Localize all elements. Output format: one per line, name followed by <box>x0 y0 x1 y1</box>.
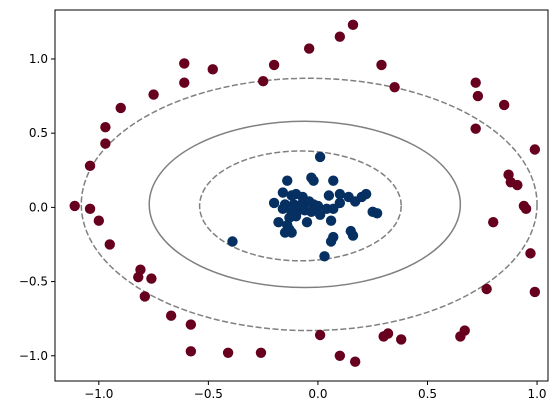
data-point-outer <box>389 81 400 93</box>
decision-contours <box>80 77 538 332</box>
data-point-inner <box>347 230 359 241</box>
data-point-outer <box>347 19 359 31</box>
contour-level-1 <box>198 150 402 262</box>
data-point-inner <box>371 208 383 219</box>
y-tick-label: −0.5 <box>19 275 48 289</box>
data-point-outer <box>148 89 159 100</box>
data-point-outer <box>498 99 510 111</box>
contour-level-neg1 <box>80 77 538 332</box>
data-points <box>69 19 541 367</box>
data-point-outer <box>512 179 523 191</box>
data-point-outer <box>529 144 541 155</box>
data-point-outer <box>255 347 267 359</box>
data-point-inner <box>277 187 289 198</box>
data-point-inner <box>334 197 346 209</box>
data-point-inner <box>349 196 361 207</box>
data-point-outer <box>378 331 389 342</box>
x-tick-label: 1.0 <box>527 387 546 401</box>
data-point-outer <box>165 310 177 321</box>
data-point-outer <box>207 64 218 75</box>
data-point-inner <box>314 151 326 163</box>
data-point-outer <box>376 59 387 71</box>
data-point-inner <box>325 236 337 247</box>
data-point-outer <box>472 90 484 102</box>
plot-frame <box>54 9 549 382</box>
contour-level-0 <box>148 120 462 289</box>
data-point-outer <box>268 59 280 71</box>
data-point-outer <box>179 58 190 69</box>
y-tick-label: 0.5 <box>29 126 48 140</box>
data-point-inner <box>308 175 319 186</box>
data-point-outer <box>185 319 197 330</box>
data-point-outer <box>455 331 466 342</box>
data-point-inner <box>334 188 346 200</box>
data-point-outer <box>84 160 96 172</box>
data-point-outer <box>529 286 541 298</box>
x-tick-label: 0.5 <box>418 387 437 401</box>
data-point-outer <box>303 43 315 54</box>
axes: −1.0 −0.5 0.0 0.5 1.0 −1.0 −0.5 0.0 0.5 1.0 <box>19 9 549 401</box>
data-point-outer <box>349 356 361 367</box>
data-point-inner <box>306 206 317 218</box>
data-point-outer <box>100 122 111 133</box>
data-point-outer <box>139 291 151 302</box>
data-point-inner <box>273 217 284 228</box>
data-point-inner <box>325 215 337 226</box>
y-tick-label: 0.0 <box>29 200 48 214</box>
data-point-inner <box>301 217 313 228</box>
data-point-outer <box>146 273 157 284</box>
data-point-outer <box>100 138 111 149</box>
y-tick-label: 1.0 <box>29 52 48 66</box>
data-point-outer <box>133 271 144 283</box>
data-point-inner <box>323 190 335 201</box>
data-point-inner <box>360 188 372 200</box>
data-point-outer <box>314 329 326 341</box>
data-point-outer <box>84 203 96 215</box>
data-point-outer <box>525 248 536 259</box>
data-point-inner <box>319 251 330 262</box>
data-point-inner <box>314 209 326 220</box>
data-point-outer <box>222 347 234 359</box>
data-point-outer <box>185 346 197 357</box>
data-point-outer <box>520 203 532 215</box>
data-point-inner <box>279 227 291 238</box>
data-point-inner <box>282 175 293 186</box>
data-point-outer <box>334 31 346 42</box>
data-point-inner <box>227 236 238 247</box>
data-point-inner <box>328 175 339 186</box>
x-tick-label: −1.0 <box>84 387 113 401</box>
data-point-outer <box>104 239 115 250</box>
data-point-outer <box>470 77 481 88</box>
data-point-outer <box>179 77 190 88</box>
x-tick-label: −0.5 <box>194 387 223 401</box>
data-point-outer <box>257 76 269 87</box>
data-point-outer <box>395 334 407 345</box>
data-point-outer <box>334 350 346 361</box>
data-point-outer <box>488 217 499 228</box>
data-point-outer <box>115 102 126 114</box>
data-point-inner <box>268 197 280 209</box>
y-tick-label: −1.0 <box>19 349 48 363</box>
data-point-outer <box>93 215 105 226</box>
data-point-outer <box>481 283 492 295</box>
data-point-inner <box>277 203 289 215</box>
data-point-outer <box>69 200 80 212</box>
data-point-outer <box>470 123 481 134</box>
x-tick-label: 0.0 <box>308 387 327 401</box>
